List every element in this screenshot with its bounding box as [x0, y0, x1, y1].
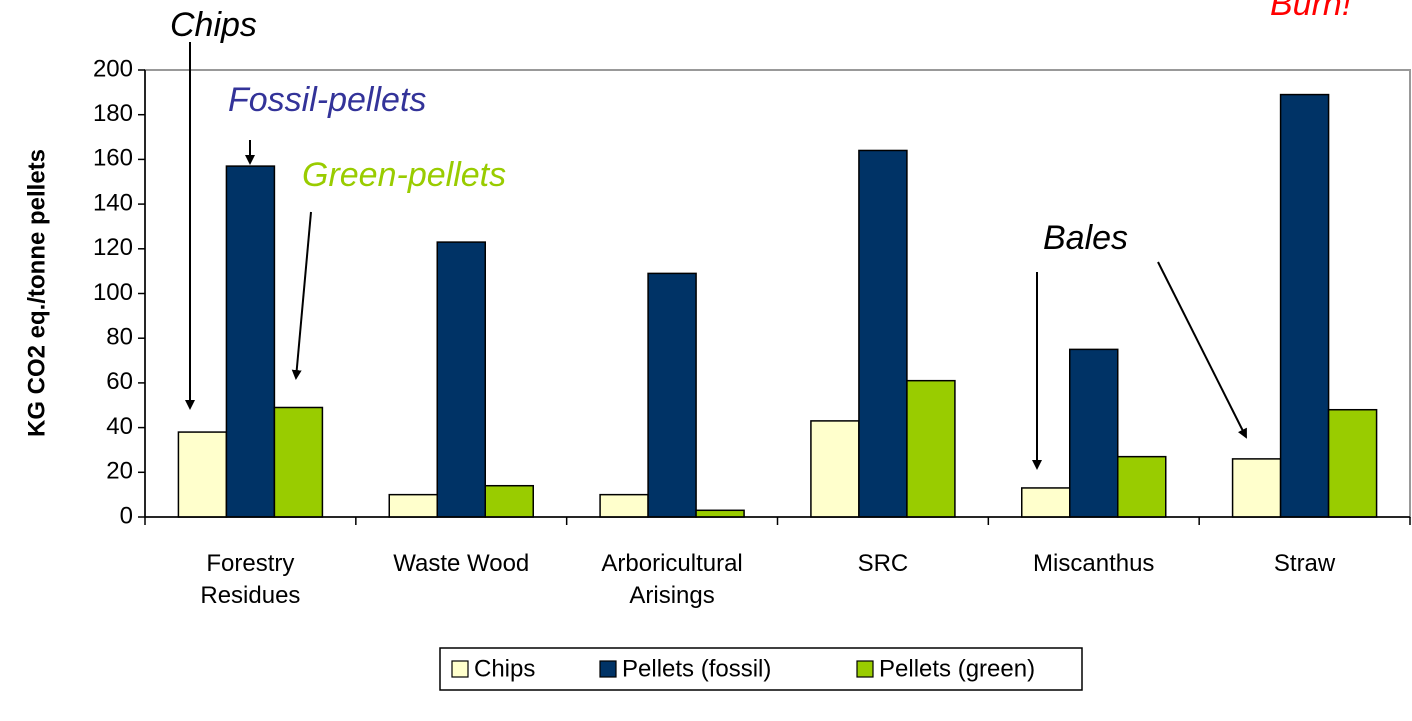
y-tick-label: 40	[106, 413, 133, 440]
x-tick-label: SRC	[857, 550, 909, 577]
arrow	[1157, 261, 1247, 439]
x-tick-label: Waste Wood	[393, 550, 530, 577]
bar	[695, 509, 745, 518]
bar	[273, 406, 324, 518]
bar	[388, 493, 438, 518]
bar	[1327, 408, 1378, 518]
bar	[225, 165, 276, 518]
x-tick-label: Miscanthus	[1033, 550, 1155, 577]
bar	[177, 431, 228, 518]
bar	[647, 272, 697, 518]
annotation: Burn!	[1270, 0, 1352, 23]
legend-swatch	[451, 660, 469, 678]
y-tick-label: 0	[120, 502, 133, 529]
y-tick-label: 180	[93, 100, 133, 127]
bar	[1279, 93, 1330, 518]
legend-label: Pellets (fossil)	[622, 655, 771, 682]
bar	[1117, 455, 1167, 518]
y-tick-label: 80	[106, 324, 133, 351]
legend-swatch	[599, 660, 617, 678]
bar	[1069, 348, 1119, 518]
plot-border	[144, 69, 1411, 518]
y-axis-label: KG CO2 eq./tonne pellets	[23, 149, 50, 437]
bar	[858, 149, 908, 518]
annotation: Chips	[170, 6, 257, 44]
bar	[810, 420, 860, 518]
y-tick-label: 160	[93, 145, 133, 172]
y-tick-label: 200	[93, 55, 133, 82]
legend-label: Pellets (green)	[879, 655, 1035, 682]
y-tick-label: 100	[93, 279, 133, 306]
legend-swatch	[856, 660, 874, 678]
bar	[1021, 487, 1071, 518]
legend-box	[439, 647, 1083, 691]
bar	[436, 241, 486, 518]
legend-label: Chips	[474, 655, 535, 682]
y-tick-label: 120	[93, 234, 133, 261]
y-tick-label: 140	[93, 189, 133, 216]
y-tick-label: 20	[106, 458, 133, 485]
bar	[1231, 458, 1282, 518]
annotation: Bales	[1043, 219, 1128, 257]
arrows	[185, 42, 1247, 470]
x-tick-label: Arboricultural Arisings	[601, 550, 743, 609]
y-tick-label: 60	[106, 368, 133, 395]
bar	[906, 379, 956, 518]
x-tick-label: Forestry Residues	[200, 550, 301, 609]
bar	[484, 484, 534, 518]
arrow	[291, 211, 312, 380]
bar	[599, 493, 649, 518]
annotation: Fossil-pellets	[228, 81, 426, 119]
x-tick-label: Straw	[1273, 550, 1336, 577]
annotation: Green-pellets	[302, 156, 506, 194]
